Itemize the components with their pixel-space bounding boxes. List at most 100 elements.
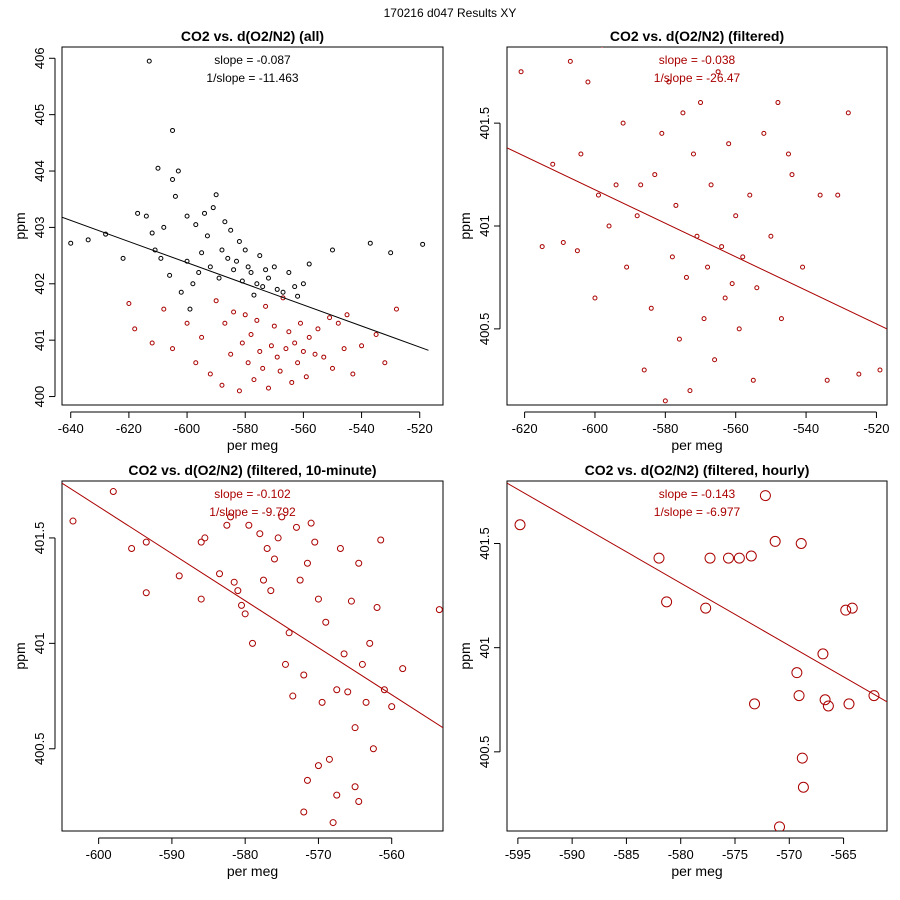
- data-point-unfiltered: [274, 286, 280, 292]
- data-point-10-minute: [303, 776, 311, 784]
- y-tick-label: 400: [32, 386, 47, 408]
- data-point-filtered: [236, 388, 242, 394]
- y-tick-label: 401: [477, 215, 492, 237]
- data-point-filtered: [344, 312, 350, 318]
- data-point-10-minute: [336, 544, 344, 552]
- data-point-10-minute: [238, 601, 246, 609]
- data-point-filtered: [768, 233, 774, 239]
- data-point-hourly: [819, 694, 831, 706]
- data-point-filtered: [335, 320, 341, 326]
- data-point-hourly: [733, 552, 745, 564]
- data-point-filtered: [257, 348, 263, 354]
- data-point-filtered: [132, 326, 138, 332]
- y-tick-label: 405: [32, 104, 47, 126]
- data-point-hourly: [745, 550, 757, 562]
- data-point-unfiltered: [202, 210, 208, 216]
- data-point-10-minute: [325, 755, 333, 763]
- data-point-10-minute: [435, 606, 443, 614]
- data-point-hourly: [749, 698, 761, 710]
- data-point-10-minute: [245, 521, 253, 529]
- data-point-unfiltered: [143, 213, 149, 219]
- data-point-filtered: [733, 213, 739, 219]
- data-point-unfiltered: [231, 267, 237, 273]
- data-point-10-minute: [241, 610, 249, 618]
- data-point-filtered: [254, 317, 260, 323]
- slope-annotation: slope = -0.038: [659, 53, 736, 67]
- data-point-hourly: [791, 667, 803, 679]
- data-point-hourly: [843, 698, 855, 710]
- data-point-filtered: [222, 320, 228, 326]
- data-point-filtered: [303, 374, 309, 380]
- data-point-hourly: [795, 538, 807, 549]
- data-point-10-minute: [358, 660, 366, 668]
- y-tick-label: 402: [32, 273, 47, 295]
- x-tick-label: -620: [512, 421, 538, 436]
- data-point-10-minute: [292, 523, 300, 531]
- data-point-10-minute: [380, 686, 388, 694]
- plot-area: [507, 47, 887, 404]
- data-point-filtered: [740, 254, 746, 260]
- data-point-filtered: [705, 264, 711, 270]
- data-point-10-minute: [109, 488, 117, 496]
- data-point-filtered: [856, 371, 862, 377]
- data-point-10-minute: [351, 783, 359, 791]
- data-point-filtered: [606, 223, 612, 229]
- data-point-10-minute: [377, 536, 385, 544]
- y-axis-label: ppm: [12, 642, 28, 669]
- data-point-10-minute: [355, 797, 363, 805]
- data-point-10-minute: [351, 724, 359, 732]
- data-point-filtered: [652, 172, 658, 178]
- data-point-10-minute: [142, 538, 150, 546]
- data-point-unfiltered: [254, 281, 260, 287]
- data-point-10-minute: [369, 745, 377, 753]
- data-point-unfiltered: [210, 205, 216, 211]
- x-tick-label: -540: [349, 421, 375, 436]
- x-tick-label: -580: [668, 847, 694, 862]
- data-point-filtered: [680, 110, 686, 116]
- y-tick-label: 400.5: [477, 736, 492, 769]
- x-tick-label: -560: [379, 847, 405, 862]
- chart-title: CO2 vs. d(O2/N2) (filtered, 10-minute): [128, 462, 376, 478]
- data-point-filtered: [327, 315, 333, 321]
- data-point-filtered: [539, 244, 545, 250]
- data-point-filtered: [312, 351, 318, 357]
- data-point-filtered: [877, 367, 883, 373]
- data-point-filtered: [286, 329, 292, 335]
- data-point-10-minute: [289, 692, 297, 700]
- data-point-unfiltered: [178, 289, 184, 295]
- data-point-10-minute: [175, 572, 183, 580]
- data-point-filtered: [722, 295, 728, 301]
- data-point-filtered: [373, 332, 379, 338]
- data-point-filtered: [350, 371, 356, 377]
- data-point-filtered: [574, 248, 580, 254]
- data-point-filtered: [659, 130, 665, 136]
- data-point-unfiltered: [248, 270, 254, 276]
- data-point-filtered: [126, 301, 132, 307]
- data-point-hourly: [822, 700, 834, 712]
- data-point-filtered: [213, 298, 219, 304]
- y-axis-label: ppm: [12, 212, 28, 239]
- data-point-hourly: [817, 648, 829, 660]
- data-point-filtered: [161, 306, 167, 312]
- data-point-unfiltered: [271, 264, 277, 270]
- data-point-filtered: [592, 295, 598, 301]
- data-point-unfiltered: [260, 284, 266, 290]
- data-point-unfiltered: [149, 230, 155, 236]
- data-point-10-minute: [270, 555, 278, 563]
- data-point-10-minute: [388, 703, 396, 711]
- y-tick-label: 401.5: [477, 527, 492, 560]
- data-point-filtered: [683, 274, 689, 280]
- data-point-unfiltered: [184, 258, 190, 264]
- x-tick-label: -640: [58, 421, 84, 436]
- chart-title: CO2 vs. d(O2/N2) (all): [181, 28, 324, 44]
- y-tick-label: 404: [32, 160, 47, 182]
- x-axis-label: per meg: [227, 437, 278, 453]
- y-tick-label: 401: [477, 637, 492, 659]
- data-point-10-minute: [333, 686, 341, 694]
- data-point-unfiltered: [367, 240, 373, 246]
- data-point-unfiltered: [228, 227, 234, 233]
- data-point-filtered: [662, 398, 668, 404]
- data-point-filtered: [800, 264, 806, 270]
- data-point-unfiltered: [172, 193, 178, 199]
- y-axis-label: ppm: [457, 212, 473, 239]
